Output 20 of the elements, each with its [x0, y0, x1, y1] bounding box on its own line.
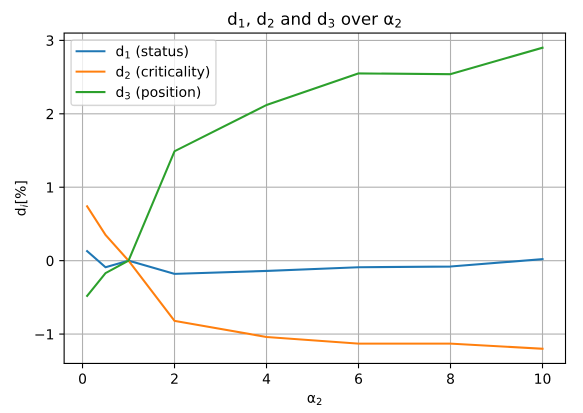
x-tick-label: 0 — [79, 373, 86, 384]
y-tick-label: 1 — [47, 182, 54, 193]
y-tick-label: −1 — [35, 329, 54, 340]
line-series — [86, 250, 544, 275]
line-series — [86, 205, 544, 350]
legend-label: d$_{2}$ (criticality) — [116, 66, 210, 80]
legend-label: d$_{3}$ (position) — [116, 86, 200, 100]
x-axis-title: α$_{2}$ — [308, 394, 322, 405]
x-tick-label: 10 — [535, 373, 550, 384]
x-tick-label: 4 — [262, 374, 270, 384]
x-tick-label: 2 — [171, 373, 178, 384]
x-tick-label: 8 — [447, 373, 454, 384]
x-tick-label: 6 — [355, 373, 362, 384]
chart-title: d$_{1}$, d$_{2}$ and d$_{3}$ over α$_{2}$ — [228, 12, 401, 28]
y-tick-label: 3 — [46, 35, 54, 46]
y-tick-label: 0 — [46, 256, 54, 266]
y-axis-title: d$_{i}$[%] — [14, 181, 28, 216]
line-series — [86, 46, 544, 297]
legend-label: d$_{1}$ (status) — [116, 46, 188, 58]
y-tick-label: 2 — [46, 108, 54, 120]
